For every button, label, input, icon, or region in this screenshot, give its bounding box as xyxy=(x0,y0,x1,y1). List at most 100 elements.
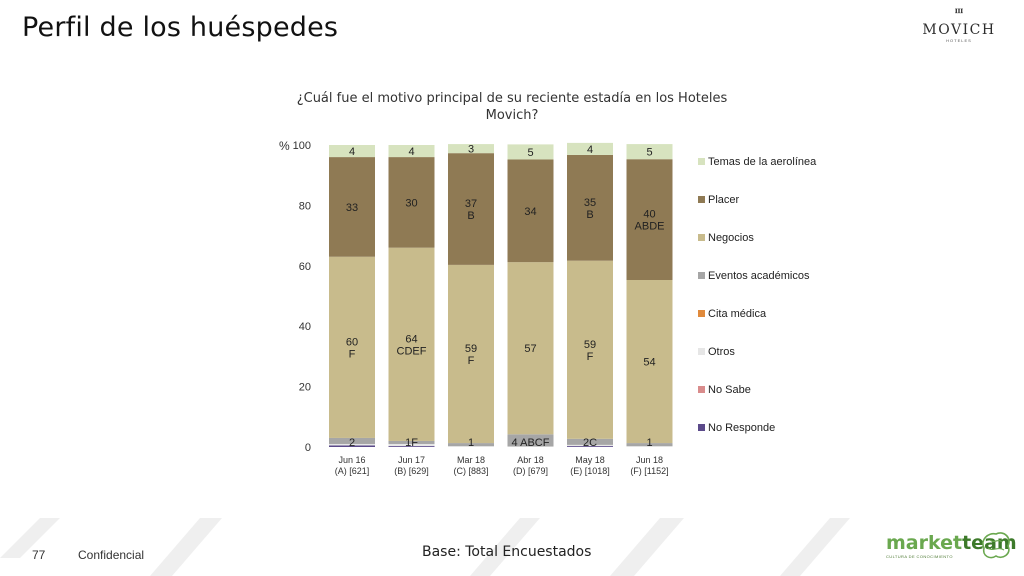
legend-label: No Sabe xyxy=(708,384,751,396)
bar-segment xyxy=(448,264,494,444)
marketteam-logo-part2: team xyxy=(962,532,1017,554)
data-label: 35 xyxy=(584,197,596,209)
legend-label: Eventos académicos xyxy=(708,270,810,282)
bar-segment xyxy=(626,159,673,280)
bar-segment xyxy=(388,157,435,248)
data-label: 37 xyxy=(465,198,477,210)
bar-segment xyxy=(388,145,435,158)
data-label: 1F xyxy=(405,437,418,449)
bar-segment xyxy=(329,157,375,257)
legend-label: No Responde xyxy=(708,422,775,434)
legend-swatch xyxy=(698,310,705,317)
data-label: 5 xyxy=(527,147,533,159)
y-axis-label: % xyxy=(279,139,290,153)
data-label: B xyxy=(586,209,593,221)
bar-segment xyxy=(507,144,554,160)
bar-group: 2C 59F 35B 4 xyxy=(567,142,613,449)
movich-logo-sub: HOTELES xyxy=(946,38,972,43)
data-label: 34 xyxy=(524,206,536,218)
legend-item: Cita médica xyxy=(698,308,767,320)
legend-swatch xyxy=(698,386,705,393)
legend-item: Eventos académicos xyxy=(698,270,810,282)
bar-segment xyxy=(448,153,494,265)
x-axis-labels: Jun 16(A) [621] Jun 17(B) [629] Mar 18(C) … xyxy=(335,455,669,476)
bar-segment xyxy=(626,446,673,447)
movich-logo-mark-icon: ⱎ xyxy=(954,4,964,23)
x-tick-label: May 18 xyxy=(575,455,605,465)
x-tick-label: Abr 18 xyxy=(517,455,544,465)
page-title: Perfil de los huéspedes xyxy=(22,12,339,43)
base-note: Base: Total Encuestados xyxy=(422,544,592,560)
bar-segment xyxy=(507,262,554,435)
y-tick-label: 20 xyxy=(299,382,311,394)
bar-segment xyxy=(448,144,494,154)
marketteam-tagline: CULTURA DE CONOCIMIENTO xyxy=(886,554,953,559)
marketteam-logo: marketteam CULTURA DE CONOCIMIENTO xyxy=(886,532,1017,574)
data-label: 57 xyxy=(524,343,536,355)
background-decoration xyxy=(0,518,850,576)
bar-group: 1 59F 37B 3 xyxy=(448,144,494,449)
confidential-label: Confidencial xyxy=(78,548,145,562)
bar-segment xyxy=(507,159,554,263)
x-tick-label: (F) [1152] xyxy=(630,466,668,476)
data-label: 2C xyxy=(583,437,597,449)
data-label: 30 xyxy=(405,197,417,209)
data-label: 33 xyxy=(346,202,358,214)
data-label: 4 xyxy=(587,144,593,156)
bar-segment xyxy=(626,144,673,160)
legend-swatch xyxy=(698,196,705,203)
legend-item: Temas de la aerolínea xyxy=(698,156,817,168)
bar-segment xyxy=(448,446,494,447)
marketteam-logo-part1: market xyxy=(886,532,963,554)
bar-segment xyxy=(626,443,673,447)
bar-segment xyxy=(567,446,613,447)
bar-segment xyxy=(388,446,435,447)
bar-segment xyxy=(388,247,435,441)
chart-title-line-2: Movich? xyxy=(486,108,539,123)
data-label: 1 xyxy=(468,437,474,449)
bar-segment xyxy=(567,438,613,445)
bar-segment xyxy=(626,279,673,444)
bar-segment xyxy=(567,154,613,261)
page-number: 77 xyxy=(32,548,46,562)
bar-segment xyxy=(507,434,554,447)
movich-logo-word: MOVICH xyxy=(922,22,996,38)
data-label: 3 xyxy=(468,144,474,156)
bar-segment xyxy=(329,145,375,158)
legend-swatch xyxy=(698,234,705,241)
x-tick-label: (E) [1018] xyxy=(570,466,610,476)
x-tick-label: Jun 17 xyxy=(398,455,425,465)
bar-segment xyxy=(567,142,613,155)
data-label: 4 ABCF xyxy=(512,437,550,449)
bar-segment xyxy=(388,440,435,444)
legend-item: No Sabe xyxy=(698,384,751,396)
bar-segment xyxy=(329,256,375,438)
data-label: 1 xyxy=(646,437,652,449)
data-label: 40 xyxy=(643,209,655,221)
data-label: F xyxy=(349,348,356,360)
legend-item: Otros xyxy=(698,346,735,358)
legend-swatch xyxy=(698,424,705,431)
data-label: B xyxy=(467,210,474,222)
data-label: 60 xyxy=(346,336,358,348)
data-label: F xyxy=(468,355,475,367)
y-tick-label: 60 xyxy=(299,261,311,273)
brain-icon xyxy=(982,532,1010,559)
movich-logo: ⱎ MOVICH HOTELES xyxy=(920,6,998,46)
data-label: 59 xyxy=(584,339,596,351)
chart-title-line-1: ¿Cuál fue el motivo principal de su reci… xyxy=(297,91,728,106)
legend-label: Cita médica xyxy=(708,308,767,320)
x-tick-label: (B) [629] xyxy=(394,466,429,476)
legend-swatch xyxy=(698,348,705,355)
bar-segment xyxy=(329,443,375,446)
data-label: CDEF xyxy=(397,345,427,357)
x-tick-label: Jun 16 xyxy=(338,455,365,465)
bar-group: 2 60F 33 4 xyxy=(329,145,375,449)
legend-label: Otros xyxy=(708,346,735,358)
data-label: ABDE xyxy=(635,221,665,233)
legend-label: Placer xyxy=(708,194,740,206)
legend-item: No Responde xyxy=(698,422,775,434)
